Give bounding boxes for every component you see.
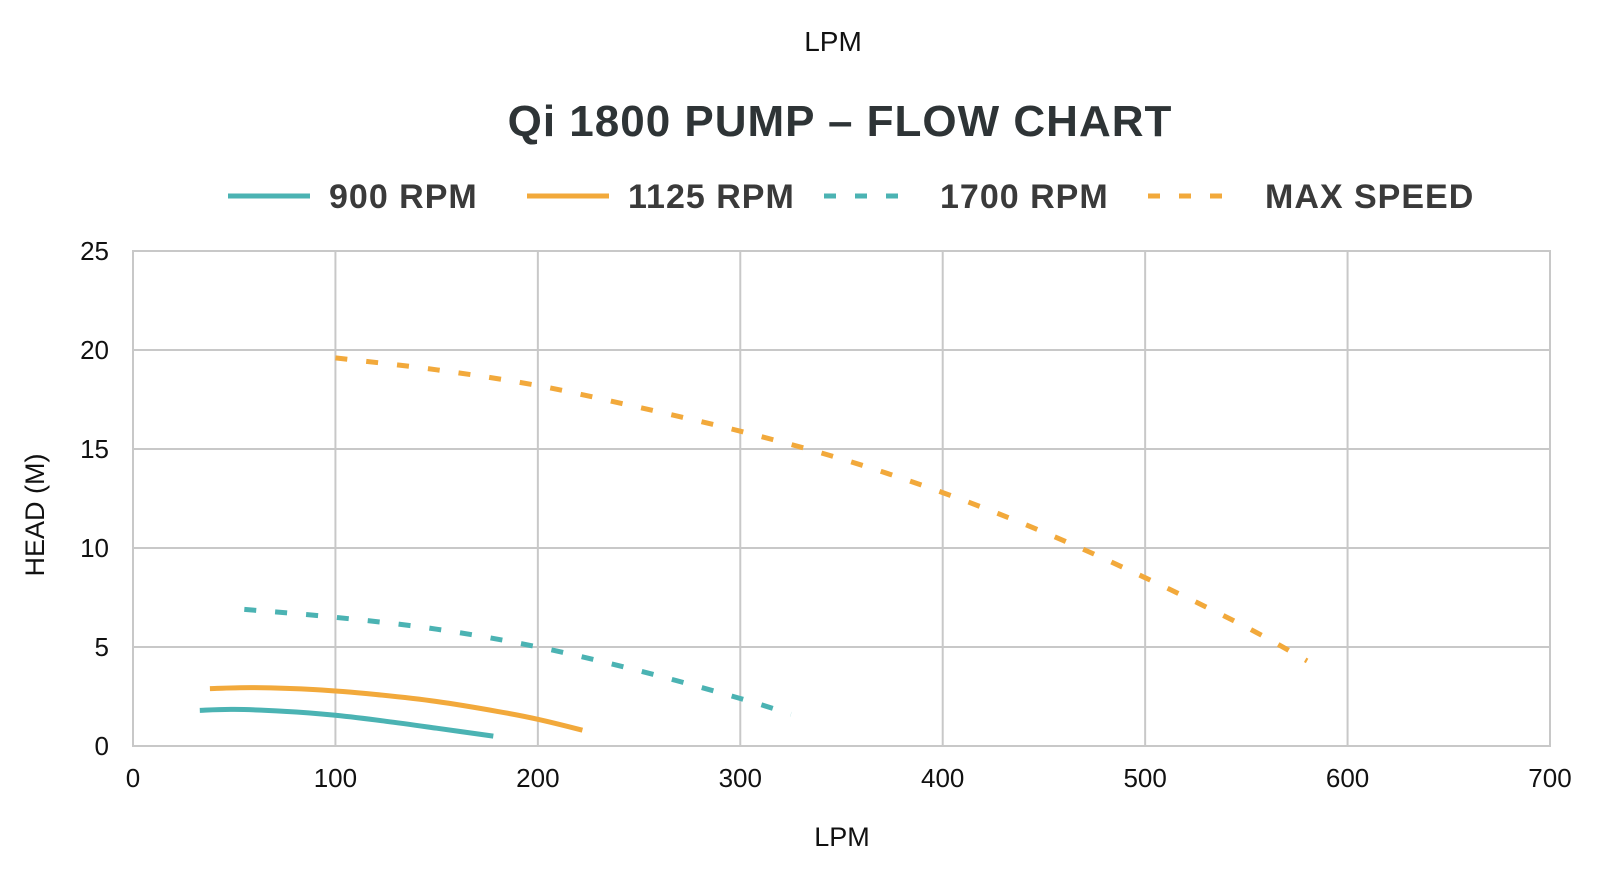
x-axis-title: LPM (814, 822, 870, 852)
x-tick-label: 600 (1326, 763, 1369, 793)
chart-title: Qi 1800 PUMP – FLOW CHART (508, 97, 1173, 146)
x-tick-label: 300 (719, 763, 762, 793)
legend-label: 1125 RPM (628, 178, 795, 216)
legend-label: 900 RPM (329, 178, 478, 216)
y-tick-label: 0 (95, 731, 109, 761)
y-axis-title: HEAD (M) (20, 454, 50, 577)
x-tick-label: 100 (314, 763, 357, 793)
y-tick-label: 15 (80, 434, 109, 464)
series-line-max-speed (335, 358, 1307, 661)
top-axis-label: LPM (804, 26, 862, 57)
y-tick-label: 5 (95, 632, 109, 662)
legend-label: 1700 RPM (940, 178, 1109, 216)
x-tick-label: 0 (126, 763, 140, 793)
x-tick-labels: 0 100 200 300 400 500 600 700 (126, 763, 1572, 793)
y-tick-label: 25 (80, 236, 109, 266)
legend: 900 RPM 1125 RPM 1700 RPM MAX SPEED (228, 178, 1474, 216)
grid (133, 251, 1550, 746)
plot-frame (133, 251, 1550, 746)
series-line-900-rpm (200, 709, 494, 736)
x-tick-label: 500 (1123, 763, 1166, 793)
y-tick-labels: 0 5 10 15 20 25 (80, 236, 109, 761)
legend-label: MAX SPEED (1265, 178, 1474, 216)
flow-chart: LPM Qi 1800 PUMP – FLOW CHART 900 RPM 112… (0, 0, 1622, 882)
x-tick-label: 200 (516, 763, 559, 793)
y-tick-label: 20 (80, 335, 109, 365)
x-tick-label: 700 (1528, 763, 1571, 793)
y-tick-label: 10 (80, 533, 109, 563)
series-line-1700-rpm (244, 609, 791, 714)
x-tick-label: 400 (921, 763, 964, 793)
